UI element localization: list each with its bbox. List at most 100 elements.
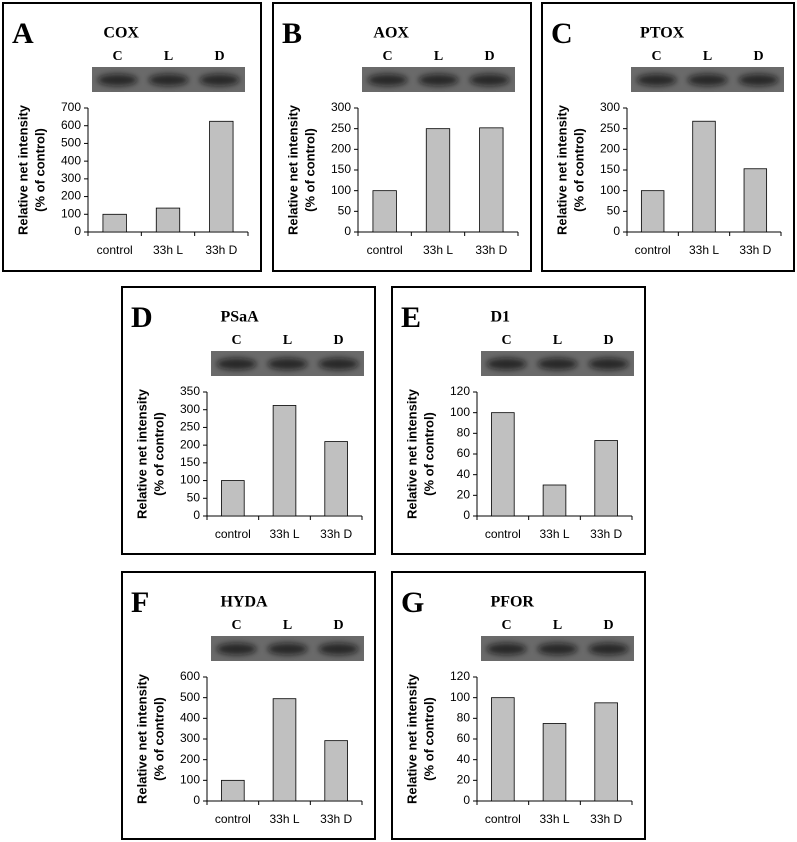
lane-label: D <box>214 49 224 64</box>
y-tick-label: 50 <box>338 204 352 218</box>
lane-label: C <box>382 49 392 64</box>
x-tick-label: 33h L <box>153 243 183 257</box>
bar <box>594 440 618 517</box>
y-tick-label: 200 <box>180 437 200 451</box>
y-tick-label: 60 <box>457 731 471 745</box>
blot-band <box>318 643 359 655</box>
bar <box>491 412 515 517</box>
y-tick-label: 50 <box>187 490 201 504</box>
y-tick-label: 300 <box>600 100 620 114</box>
x-tick-label: 33h D <box>475 243 507 257</box>
lane-label: D <box>333 333 343 348</box>
panel-letter: C <box>551 17 573 50</box>
y-tick-label: 120 <box>450 384 470 398</box>
x-tick-label: 33h D <box>320 812 352 826</box>
y-tick-label: 0 <box>193 508 200 522</box>
y-tick-label: 0 <box>74 224 81 238</box>
x-tick-label: control <box>485 812 521 826</box>
bar <box>372 190 397 233</box>
panel-letter: F <box>131 586 149 619</box>
y-tick-label: 200 <box>180 752 200 766</box>
y-tick-label: 80 <box>457 426 471 440</box>
y-axis-label: Relative net intensity <box>134 673 149 804</box>
panel-letter: E <box>401 301 421 334</box>
bar <box>209 120 234 233</box>
y-axis-label: (% of control) <box>151 697 166 781</box>
y-tick-label: 100 <box>450 690 470 704</box>
y-tick-label: 100 <box>61 206 81 220</box>
bar <box>272 405 297 517</box>
y-tick-label: 600 <box>61 118 81 132</box>
y-tick-label: 300 <box>180 731 200 745</box>
bar <box>542 723 567 802</box>
y-tick-label: 60 <box>457 446 471 460</box>
x-tick-label: control <box>635 243 671 257</box>
panel-title: PSaA <box>220 309 259 326</box>
y-tick-label: 500 <box>180 690 200 704</box>
y-tick-label: 50 <box>607 204 621 218</box>
panel-title: AOX <box>373 25 409 42</box>
y-axis-label: (% of control) <box>32 128 47 212</box>
lane-label: L <box>703 49 712 64</box>
bar <box>594 702 618 802</box>
blot-band <box>267 643 308 655</box>
y-tick-label: 100 <box>180 773 200 787</box>
lane-label: L <box>164 49 173 64</box>
blot-band <box>216 643 257 655</box>
x-tick-label: control <box>97 243 133 257</box>
blot-band <box>588 643 629 655</box>
x-tick-label: 33h L <box>423 243 453 257</box>
x-tick-label: 33h D <box>205 243 237 257</box>
y-tick-label: 200 <box>61 189 81 203</box>
lane-label: C <box>501 333 511 348</box>
y-tick-label: 250 <box>331 121 351 135</box>
y-tick-label: 0 <box>463 508 470 522</box>
blot-band <box>267 358 308 370</box>
bar <box>743 168 768 233</box>
lane-label: C <box>231 618 241 633</box>
panel-title: D1 <box>490 309 510 326</box>
lane-label: C <box>651 49 661 64</box>
panel-title: HYDA <box>220 594 268 611</box>
lane-label: L <box>283 333 292 348</box>
bar <box>640 190 665 233</box>
y-axis-label: Relative net intensity <box>404 388 419 519</box>
bar <box>425 128 451 233</box>
y-tick-label: 200 <box>600 142 620 156</box>
y-tick-label: 100 <box>331 183 351 197</box>
y-tick-label: 0 <box>193 793 200 807</box>
x-tick-label: control <box>215 812 251 826</box>
x-tick-label: 33h D <box>590 527 622 541</box>
blot-band <box>636 74 677 86</box>
blot-band <box>216 358 257 370</box>
blot-band <box>199 74 240 86</box>
y-tick-label: 0 <box>344 224 351 238</box>
lane-label: C <box>112 49 122 64</box>
x-tick-label: control <box>367 243 403 257</box>
lane-label: D <box>603 618 613 633</box>
panel-letter: D <box>131 301 153 334</box>
y-tick-label: 300 <box>180 402 200 416</box>
lane-label: C <box>501 618 511 633</box>
y-tick-label: 100 <box>180 473 200 487</box>
x-tick-label: 33h L <box>689 243 719 257</box>
y-tick-label: 150 <box>600 162 620 176</box>
y-tick-label: 20 <box>457 488 471 502</box>
panel: F HYDA C L D 0 100 200 300 400 500 600 control 33h L 3… <box>121 571 376 840</box>
panel-title: PFOR <box>490 594 534 611</box>
y-tick-label: 300 <box>61 171 81 185</box>
bar <box>102 213 127 233</box>
x-tick-label: 33h L <box>269 527 299 541</box>
y-tick-label: 350 <box>180 384 200 398</box>
bar <box>272 698 297 802</box>
x-tick-label: control <box>485 527 521 541</box>
blot-band <box>537 358 578 370</box>
panel: C PTOX C L D 0 50 100 150 200 250 300 control 33h L 33… <box>541 2 795 272</box>
blot-band <box>469 74 510 86</box>
y-tick-label: 400 <box>61 153 81 167</box>
lane-label: L <box>434 49 443 64</box>
y-tick-label: 250 <box>600 121 620 135</box>
y-tick-label: 150 <box>180 455 200 469</box>
bar <box>324 740 348 802</box>
